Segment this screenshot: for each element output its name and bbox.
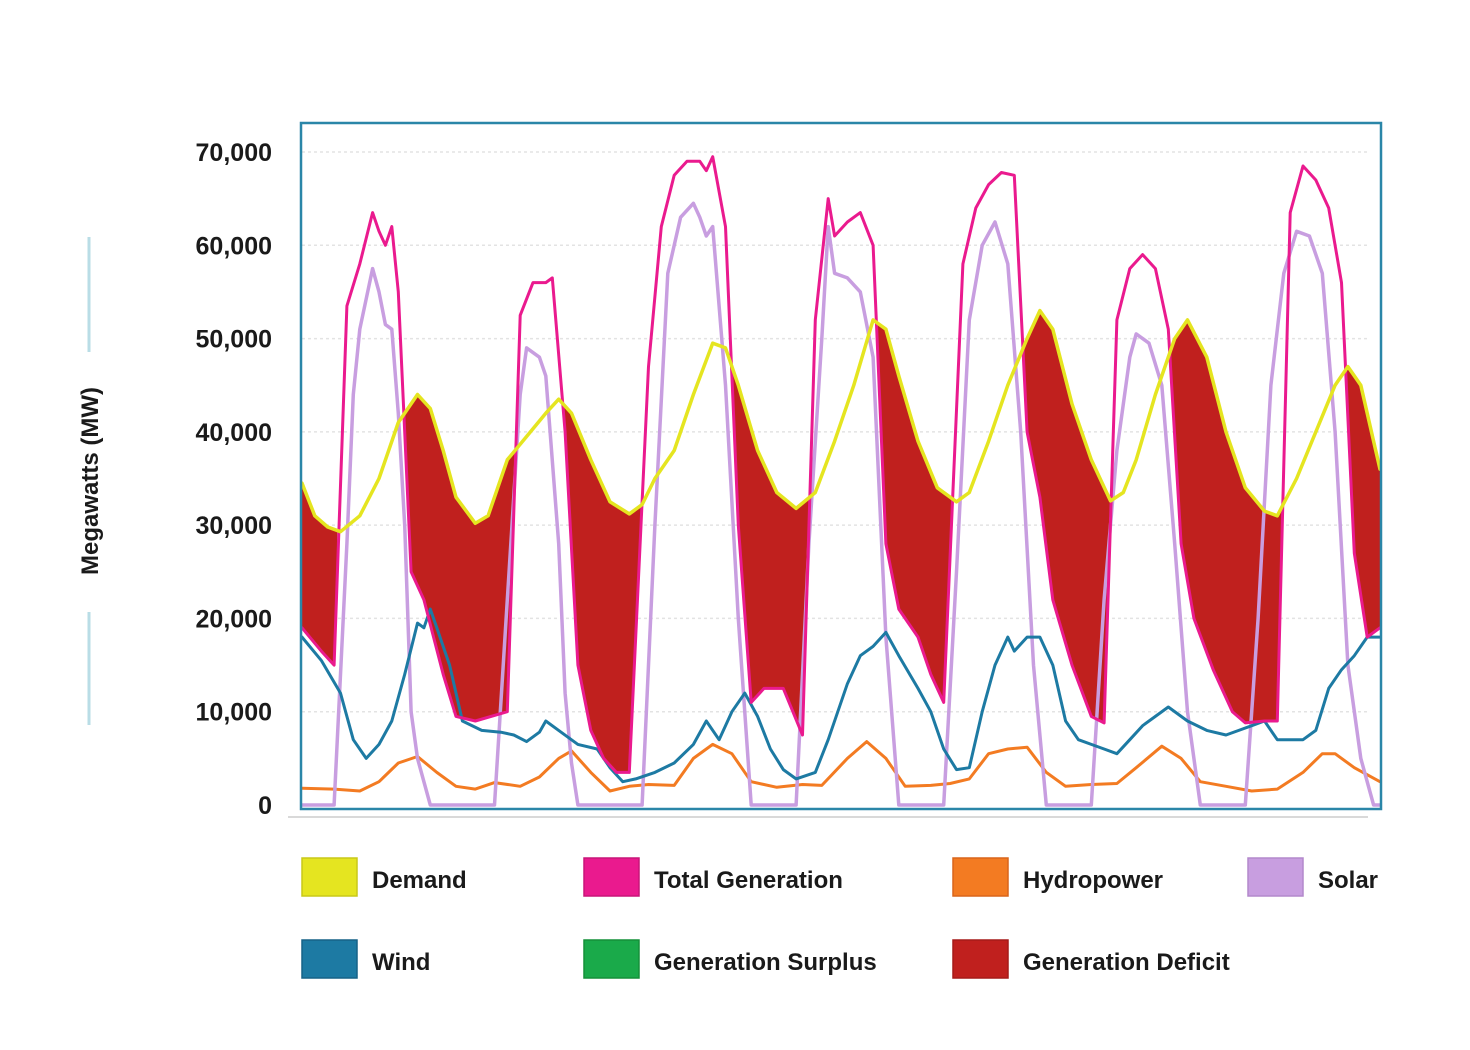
plot-frame <box>299 121 1383 811</box>
y-tick-label: 30,000 <box>196 512 272 540</box>
deficit-area-segment <box>302 483 338 666</box>
legend-label: Hydropower <box>1023 867 1163 894</box>
y-tick-label: 20,000 <box>196 605 272 633</box>
deficit-area-segment <box>877 323 952 703</box>
legend-swatch <box>952 857 1009 897</box>
deficit-area-segment <box>1169 319 1283 723</box>
deficit-area-segment <box>404 394 516 721</box>
legend-swatch <box>1247 857 1304 897</box>
series-line-total-generation <box>302 155 1380 774</box>
legend-label: Demand <box>372 867 467 894</box>
deficit-area-segment <box>731 366 809 735</box>
legend-swatch <box>301 939 358 979</box>
y-axis-title: Megawatts (MW) <box>77 387 104 575</box>
legend-swatch <box>952 939 1009 979</box>
legend-item-demand: Demand <box>301 857 467 897</box>
legend-swatch <box>583 857 640 897</box>
legend-item-hydropower: Hydropower <box>952 857 1163 897</box>
y-tick-label: 10,000 <box>196 699 272 727</box>
y-axis: 0 10,000 20,000 30,000 40,000 50,000 60,000 70,… <box>196 139 272 820</box>
legend-swatch <box>583 939 640 979</box>
legend-swatch <box>301 857 358 897</box>
series-line-demand <box>302 308 1380 534</box>
legend-item-generation-deficit: Generation Deficit <box>952 939 1230 979</box>
legend-item-solar: Solar <box>1247 857 1378 897</box>
legend: Demand Total Generation Hydropower Solar Win… <box>301 857 1378 979</box>
y-tick-label: 50,000 <box>196 326 272 354</box>
legend-item-generation-surplus: Generation Surplus <box>583 939 877 979</box>
legend-label: Generation Surplus <box>654 949 877 976</box>
legend-label: Wind <box>372 949 430 976</box>
legend-item-total-generation: Total Generation <box>583 857 843 897</box>
y-tick-label: 70,000 <box>196 139 272 167</box>
series-lines <box>302 155 1380 807</box>
legend-label: Total Generation <box>654 867 843 894</box>
series-line-solar <box>302 201 1380 807</box>
legend-item-wind: Wind <box>301 939 430 979</box>
y-tick-label: 60,000 <box>196 232 272 260</box>
series-line-hydropower <box>302 740 1380 793</box>
series-line-wind <box>302 607 1380 784</box>
y-tick-label: 40,000 <box>196 419 272 447</box>
legend-label: Solar <box>1318 867 1378 894</box>
y-tick-label: 0 <box>258 792 272 820</box>
legend-label: Generation Deficit <box>1023 949 1230 976</box>
deficit-area-segment <box>1023 310 1111 723</box>
deficit-area <box>302 310 1380 773</box>
deficit-area-segment <box>563 404 641 773</box>
